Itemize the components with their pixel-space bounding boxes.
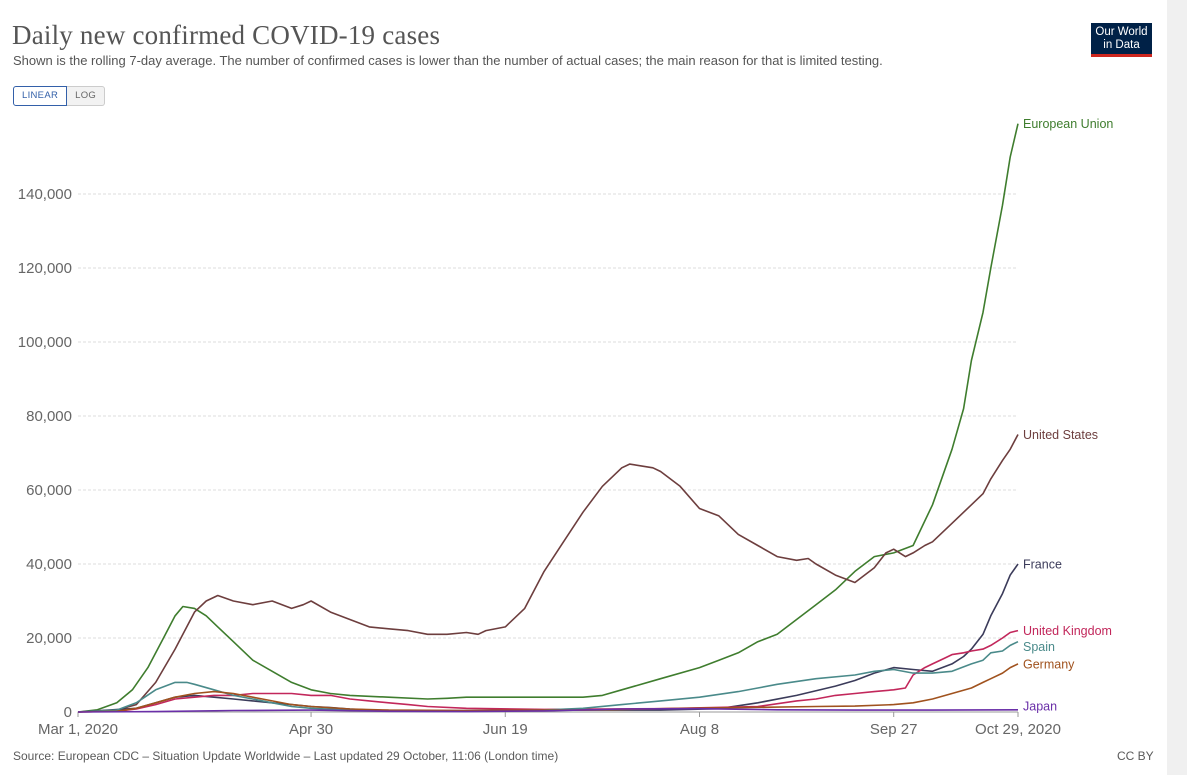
series-label-layer: European Union United States France United … — [1023, 117, 1113, 713]
x-tick-label: Oct 29, 2020 — [975, 721, 1061, 738]
x-tick-label: Apr 30 — [289, 721, 333, 738]
y-tick-label: 80,000 — [26, 408, 72, 425]
logo-line-1: Our World — [1095, 26, 1148, 38]
series-layer — [77, 123, 1019, 713]
series-label-france[interactable]: France — [1023, 558, 1062, 572]
axis-layer: 0 20,000 40,000 60,000 80,000 100,000 120,000 1… — [18, 186, 1061, 738]
y-tick-label: 100,000 — [18, 334, 72, 351]
series-line-japan[interactable] — [77, 707, 1019, 713]
log-scale-button[interactable]: LOG — [67, 86, 106, 106]
chart-title: Daily new confirmed COVID-19 cases — [12, 20, 441, 50]
series-line-european-union[interactable] — [77, 123, 1019, 713]
x-tick-label: Mar 1, 2020 — [38, 721, 118, 738]
series-label-european-union[interactable]: European Union — [1023, 117, 1113, 131]
license-link[interactable]: CC BY — [1117, 749, 1154, 763]
series-label-united-kingdom[interactable]: United Kingdom — [1023, 624, 1112, 638]
x-tick-label: Sep 27 — [870, 721, 918, 738]
line-chart: 0 20,000 40,000 60,000 80,000 100,000 120,000 1… — [18, 117, 1114, 738]
source-note[interactable]: Source: European CDC – Situation Update … — [13, 749, 559, 763]
linear-scale-button[interactable]: LINEAR — [13, 86, 68, 106]
chart-subtitle: Shown is the rolling 7-day average. The … — [13, 53, 883, 68]
series-label-japan[interactable]: Japan — [1023, 700, 1057, 714]
x-tick-label: Jun 19 — [483, 721, 528, 738]
x-tick-label: Aug 8 — [680, 721, 719, 738]
y-tick-label: 40,000 — [26, 556, 72, 573]
y-tick-label: 60,000 — [26, 482, 72, 499]
owid-logo[interactable]: Our World in Data — [1091, 23, 1152, 57]
y-tick-label: 20,000 — [26, 630, 72, 647]
series-label-germany[interactable]: Germany — [1023, 657, 1075, 671]
y-tick-label: 140,000 — [18, 186, 72, 203]
grid-layer — [78, 193, 1018, 639]
logo-accent-bar — [1091, 54, 1152, 57]
y-tick-label: 0 — [64, 704, 72, 721]
scale-toggle: LINEAR LOG — [13, 86, 106, 106]
y-tick-label: 120,000 — [18, 260, 72, 277]
series-label-spain[interactable]: Spain — [1023, 640, 1055, 654]
series-line-united-states[interactable] — [77, 434, 1019, 713]
logo-line-2: in Data — [1103, 39, 1140, 51]
series-label-united-states[interactable]: United States — [1023, 428, 1098, 442]
series-line-spain[interactable] — [77, 640, 1019, 713]
